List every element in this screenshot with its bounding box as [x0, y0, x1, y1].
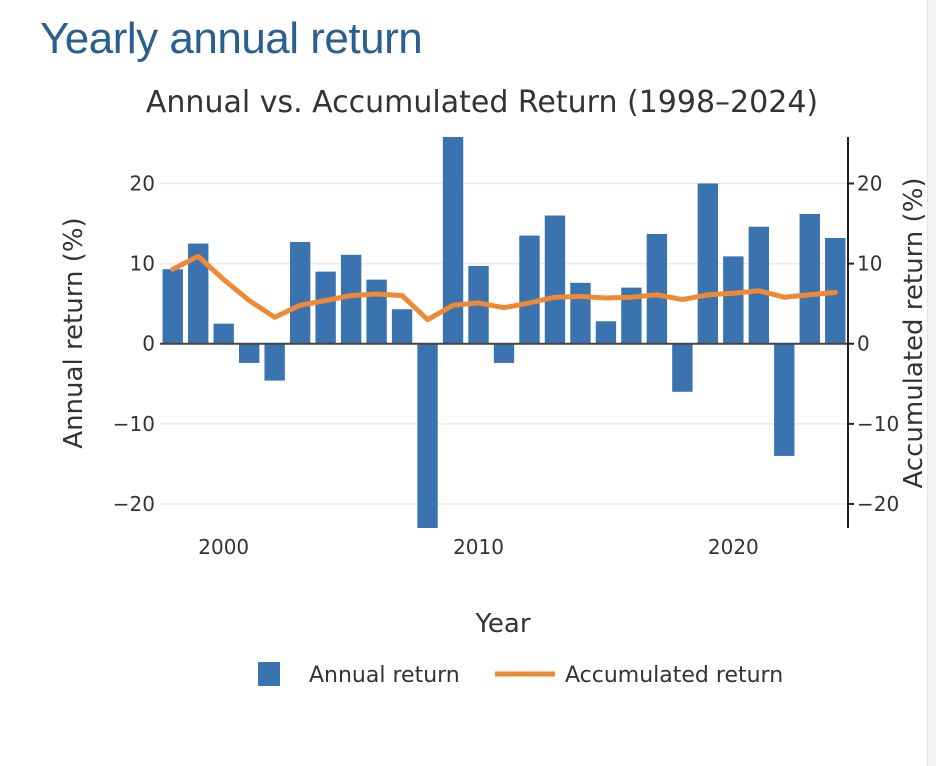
- bar-2007[interactable]: [391, 309, 413, 344]
- legend-swatch-annual-return[interactable]: [258, 662, 280, 686]
- bar-2011[interactable]: [493, 343, 515, 363]
- accumulated-return-line[interactable]: [170, 253, 838, 323]
- x-tick-label: 2000: [198, 535, 249, 559]
- y-left-tick-label: −20: [113, 492, 155, 516]
- y-axis-left-title: Annual return (%): [59, 217, 89, 448]
- page-title: Yearly annual return: [40, 14, 423, 63]
- page-scrollbar[interactable]: [927, 0, 936, 766]
- bar-2005[interactable]: [340, 254, 362, 344]
- chart-title: Annual vs. Accumulated Return (1998–2024…: [146, 85, 818, 120]
- x-axis-title: Year: [474, 609, 530, 639]
- y-right-tick-label: −10: [857, 412, 899, 436]
- legend-label-annual-return[interactable]: Annual return: [309, 663, 460, 688]
- x-tick-label: 2010: [453, 535, 504, 559]
- bar-2015[interactable]: [595, 321, 617, 344]
- bar-2001[interactable]: [238, 343, 260, 363]
- bar-2018[interactable]: [672, 343, 693, 392]
- y-left-tick-label: 20: [130, 171, 155, 195]
- y-right-tick-label: 0: [857, 332, 870, 356]
- bar-2021[interactable]: [748, 226, 770, 344]
- bar-2006[interactable]: [366, 279, 387, 344]
- x-axis-ticks: 2000 2010 2020: [198, 535, 759, 559]
- y-right-tick-label: 10: [857, 252, 882, 276]
- bar-2013[interactable]: [544, 215, 566, 344]
- legend[interactable]: Annual return Accumulated return: [258, 662, 783, 688]
- y-axis-right-title: Accumulated return (%): [899, 177, 925, 488]
- x-tick-label: 2020: [708, 535, 759, 559]
- y-axis-left-ticks: −20 −10 0 10 20: [113, 171, 155, 515]
- bar-2009[interactable]: [442, 137, 464, 344]
- bar-2023[interactable]: [799, 213, 820, 344]
- bar-2020[interactable]: [723, 256, 744, 344]
- y-right-tick-label: 20: [857, 171, 882, 195]
- bar-2012[interactable]: [519, 235, 540, 344]
- legend-label-accumulated-return[interactable]: Accumulated return: [565, 663, 783, 688]
- line-series-accumulated-return: [170, 253, 838, 323]
- bar-2004[interactable]: [315, 271, 336, 344]
- y-left-tick-label: 0: [142, 332, 155, 356]
- y-left-tick-label: 10: [130, 252, 155, 276]
- bar-series-annual-return: [162, 137, 846, 528]
- bar-2019[interactable]: [697, 183, 719, 344]
- bar-1998[interactable]: [162, 269, 183, 344]
- bar-2017[interactable]: [646, 233, 668, 344]
- bar-2014[interactable]: [570, 282, 591, 344]
- bar-2003[interactable]: [289, 241, 311, 344]
- bar-2008[interactable]: [417, 343, 438, 528]
- y-left-tick-label: −10: [113, 412, 155, 436]
- bar-2016[interactable]: [621, 287, 642, 344]
- bar-2000[interactable]: [213, 323, 234, 344]
- y-axis-right-ticks: −20 −10 0 10 20: [848, 171, 899, 516]
- bar-2002[interactable]: [264, 343, 285, 381]
- bar-1999[interactable]: [188, 243, 209, 344]
- y-right-tick-label: −20: [857, 492, 899, 516]
- bar-2022[interactable]: [774, 343, 795, 456]
